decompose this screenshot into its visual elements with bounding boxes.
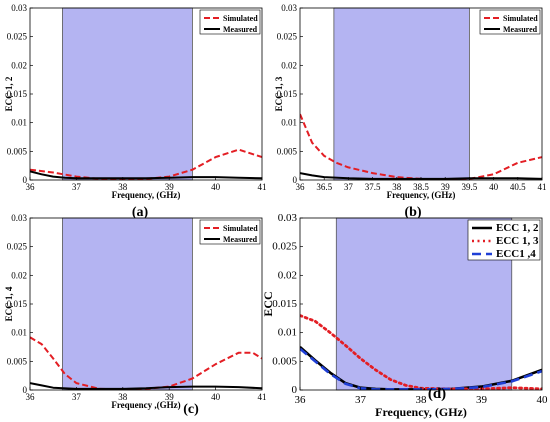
y-tick-label: 0 — [23, 175, 28, 185]
y-tick-label: 0.02 — [11, 60, 27, 70]
legend-label: Measured — [223, 235, 258, 244]
legend-label: Simulated — [503, 14, 538, 23]
legend-label: Measured — [223, 25, 258, 34]
x-tick-label: 37 — [72, 392, 82, 402]
x-axis-label: Frequency, (GHz) — [375, 405, 467, 419]
y-tick-label: 0.025 — [7, 242, 28, 252]
x-tick-label: 39 — [165, 392, 175, 402]
y-tick-label: 0.025 — [272, 241, 297, 253]
y-tick-label: 0.01 — [278, 327, 297, 339]
legend-label: Simulated — [223, 224, 258, 233]
y-tick-label: 0.015 — [7, 89, 28, 99]
x-tick-label: 37 — [72, 182, 82, 192]
y-tick-label: 0.005 — [7, 146, 28, 156]
y-tick-label: 0.005 — [7, 356, 28, 366]
legend-label: ECC 1, 2 — [496, 222, 539, 234]
y-tick-label: 0 — [23, 385, 28, 395]
y-tick-label: 0.015 — [277, 89, 298, 99]
x-tick-label: 40 — [211, 392, 221, 402]
y-tick-label: 0.005 — [272, 355, 297, 367]
x-tick-label: 40 — [489, 182, 499, 192]
panel-label: (b) — [404, 205, 421, 220]
x-tick-label: 38 — [392, 182, 402, 192]
x-tick-label: 38.5 — [413, 182, 429, 192]
y-axis-label: ECC — [261, 291, 275, 316]
y-tick-label: 0.03 — [278, 212, 298, 224]
x-axis-label: Frequency ,(GHz) — [111, 400, 180, 410]
x-tick-label: 39.5 — [462, 182, 478, 192]
x-tick-label: 39 — [441, 182, 451, 192]
x-tick-label: 40.5 — [510, 182, 526, 192]
series-line-2 — [30, 382, 262, 390]
x-tick-label: 41 — [538, 182, 547, 192]
y-tick-label: 0.015 — [7, 299, 28, 309]
y-tick-label: 0 — [293, 175, 298, 185]
y-tick-label: 0.03 — [281, 3, 297, 13]
x-axis-label: Frequency, (GHz) — [387, 190, 456, 200]
y-axis-label: ECC 1, 4 — [4, 286, 14, 321]
legend-box — [199, 219, 261, 245]
x-tick-label: 41 — [258, 392, 267, 402]
x-axis-label: Frequency, (GHz) — [112, 190, 181, 200]
x-tick-label: 41 — [258, 182, 267, 192]
y-axis-label: ECC 1, 2 — [4, 76, 14, 111]
chart-panel-1: 36 37 38 39 40 41 0 0.005 0.01 0.015 0.02 0.025 0.03… — [4, 3, 267, 220]
x-tick-label: 37 — [344, 182, 354, 192]
y-tick-label: 0.02 — [11, 270, 27, 280]
legend-label: Measured — [503, 25, 538, 34]
y-tick-label: 0 — [292, 384, 298, 396]
y-tick-label: 0.02 — [281, 60, 297, 70]
chart-panel-3: 36 37 38 39 40 41 0 0.005 0.01 0.015 0.02 0.025 0.03… — [4, 213, 267, 417]
y-tick-label: 0.01 — [281, 118, 297, 128]
y-tick-label: 0.015 — [272, 298, 297, 310]
legend-label: ECC 1, 3 — [496, 235, 539, 247]
legend-label: ECC1 ,4 — [496, 248, 536, 260]
x-tick-label: 39 — [476, 394, 488, 406]
series-line-1 — [300, 113, 542, 180]
y-tick-label: 0.025 — [277, 32, 298, 42]
shaded-band — [333, 7, 470, 181]
y-axis-label: ECC 1, 3 — [274, 76, 284, 111]
series-line-2 — [300, 172, 542, 180]
shaded-band — [62, 217, 193, 391]
series-line-1 — [30, 148, 262, 180]
shaded-band — [62, 7, 193, 181]
y-tick-label: 0.01 — [11, 118, 27, 128]
x-tick-label: 36 — [296, 182, 306, 192]
x-tick-label: 37.5 — [365, 182, 381, 192]
x-tick-label: 36 — [26, 182, 36, 192]
x-tick-label: 39 — [165, 182, 175, 192]
x-tick-label: 36 — [295, 394, 307, 406]
y-tick-label: 0.03 — [11, 213, 27, 223]
panel-label: (a) — [132, 205, 149, 220]
legend-label: Simulated — [223, 14, 258, 23]
y-tick-label: 0.01 — [11, 328, 27, 338]
chart-panel-4: 36 37 38 39 40 0 0.005 0.01 0.015 0.02 0.025 0.03 Fr… — [261, 212, 548, 419]
panel-label: (c) — [183, 402, 199, 417]
x-tick-label: 37 — [355, 394, 367, 406]
x-tick-label: 38 — [416, 394, 428, 406]
x-tick-label: 38 — [118, 182, 128, 192]
series-line-3 — [300, 347, 542, 390]
y-tick-label: 0.03 — [11, 3, 27, 13]
x-tick-label: 36 — [26, 392, 36, 402]
y-tick-label: 0.005 — [277, 146, 298, 156]
x-tick-label: 36.5 — [316, 182, 332, 192]
panel-label: (d) — [428, 386, 446, 402]
chart-panel-2: 36 36.5 37 37.5 38 38.5 39 39.5 40 40.5 41 0 0.005 0.… — [274, 3, 547, 220]
x-tick-label: 38 — [118, 392, 128, 402]
x-tick-label: 40 — [537, 394, 549, 406]
x-tick-label: 40 — [211, 182, 221, 192]
y-tick-label: 0.025 — [7, 32, 28, 42]
y-tick-label: 0.02 — [278, 269, 297, 281]
